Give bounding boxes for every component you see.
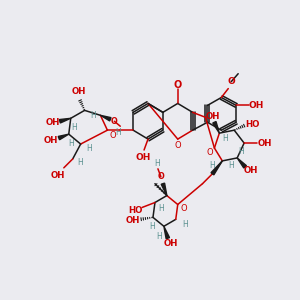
Text: O: O: [111, 117, 118, 126]
Text: H: H: [68, 139, 74, 148]
Text: OH: OH: [44, 136, 58, 145]
Text: HO: HO: [128, 206, 142, 215]
Text: O: O: [174, 80, 182, 90]
Text: HO: HO: [245, 120, 259, 129]
Text: O: O: [109, 130, 116, 140]
Text: O: O: [158, 172, 164, 181]
Polygon shape: [237, 158, 246, 168]
Text: OH: OH: [244, 166, 258, 175]
Text: H: H: [156, 232, 162, 241]
Text: H: H: [238, 148, 244, 157]
Text: OH: OH: [258, 139, 272, 148]
Text: H: H: [228, 161, 234, 170]
Text: H: H: [116, 128, 121, 137]
Text: OH: OH: [164, 238, 178, 247]
Polygon shape: [59, 118, 71, 123]
Text: O: O: [174, 140, 181, 149]
Text: O: O: [227, 77, 235, 86]
Polygon shape: [161, 183, 167, 196]
Polygon shape: [211, 161, 222, 175]
Text: OH: OH: [126, 216, 140, 225]
Polygon shape: [100, 115, 111, 121]
Text: H: H: [87, 143, 92, 152]
Polygon shape: [58, 134, 69, 140]
Text: H: H: [77, 158, 82, 167]
Text: H: H: [71, 123, 76, 132]
Text: H: H: [182, 220, 188, 229]
Text: OH: OH: [71, 87, 86, 96]
Polygon shape: [213, 122, 219, 133]
Text: H: H: [91, 111, 96, 120]
Text: O: O: [206, 148, 213, 158]
Text: O: O: [180, 204, 187, 213]
Text: H: H: [154, 159, 160, 168]
Text: OH: OH: [205, 112, 220, 121]
Polygon shape: [164, 226, 169, 239]
Text: OH: OH: [248, 101, 264, 110]
Text: OH: OH: [46, 118, 60, 127]
Text: H: H: [209, 161, 215, 170]
Text: OH: OH: [135, 153, 151, 162]
Text: OH: OH: [51, 171, 65, 180]
Text: H: H: [149, 222, 155, 231]
Text: H: H: [222, 134, 228, 142]
Text: H: H: [158, 204, 164, 213]
